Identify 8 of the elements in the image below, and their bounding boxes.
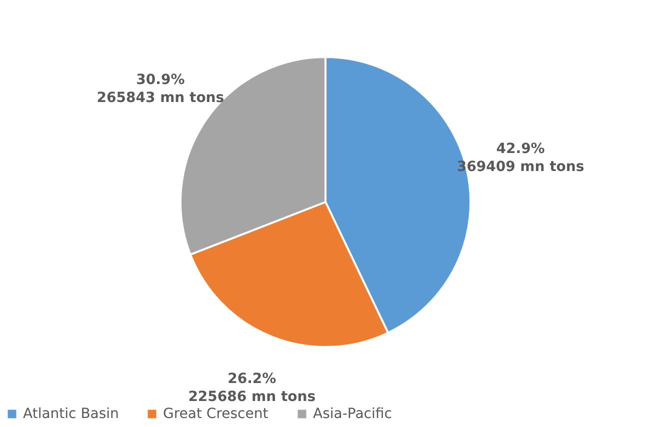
text: 265843 mn tons [96, 90, 224, 106]
legend-label: Great Crescent [163, 406, 269, 422]
legend-label: Atlantic Basin [23, 406, 119, 422]
data-label: 42.9% [496, 140, 545, 157]
legend-label: Asia-Pacific [313, 406, 392, 422]
text: 225686 mn tons [188, 388, 316, 405]
data-label: 30.9% [136, 72, 185, 88]
data-label: 26.2% [228, 370, 276, 387]
